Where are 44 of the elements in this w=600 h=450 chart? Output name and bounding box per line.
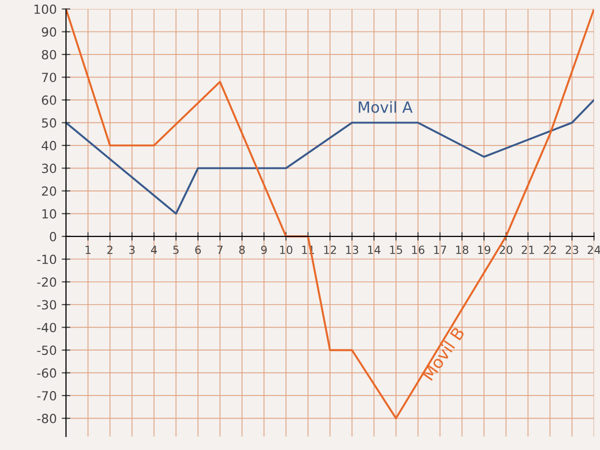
x-tick-label: 23 [566,246,578,254]
y-tick-label: 60 [42,95,56,105]
x-tick-label: 3 [129,246,135,254]
y-tick-label: -60 [37,368,56,378]
x-tick-label: 10 [280,246,292,254]
y-tick-label: 100 [34,4,56,14]
x-tick-label: 9 [261,246,267,254]
x-tick-label: 22 [544,246,556,254]
x-tick-label: 1 [86,246,91,254]
x-tick-label: 15 [390,246,402,254]
y-tick-label: -40 [37,322,56,332]
y-tick-label: -10 [37,254,56,264]
line-series [66,98,594,215]
x-tick-label: 24 [588,246,600,254]
x-tick-label: 17 [434,246,446,254]
x-tick-label: 18 [456,246,468,254]
x-tick-label: 2 [107,246,112,254]
x-tick-label: 5 [173,246,179,254]
y-tick-label: -20 [37,277,56,287]
x-tick-label: 8 [239,246,245,254]
y-tick-label: -50 [37,346,56,356]
x-tick-label: 19 [478,246,490,254]
y-tick-label: -80 [37,414,56,424]
y-tick-label: -30 [37,300,56,310]
y-tick-label: 30 [42,164,56,174]
series-label: Movil A [358,101,413,113]
y-tick-label: -70 [37,391,56,400]
x-tick-label: 14 [368,246,380,254]
y-tick-label: 90 [42,27,56,37]
x-tick-label: 13 [346,246,358,254]
y-tick-label: 20 [42,186,56,196]
y-tick-label: 80 [42,50,56,60]
x-tick-label: 20 [500,246,512,254]
x-tick-label: 21 [522,246,534,254]
x-tick-label: 4 [151,246,157,254]
x-tick-label: 12 [324,246,336,254]
x-tick-label: 7 [217,246,223,254]
y-tick-label: 50 [42,118,56,128]
y-tick-label: 0 [50,232,56,242]
y-tick-label: 10 [42,209,56,219]
y-tick-label: 40 [42,140,56,150]
y-tick-label: 70 [42,72,56,82]
x-tick-label: 16 [412,246,424,254]
x-tick-label: 6 [195,246,201,254]
